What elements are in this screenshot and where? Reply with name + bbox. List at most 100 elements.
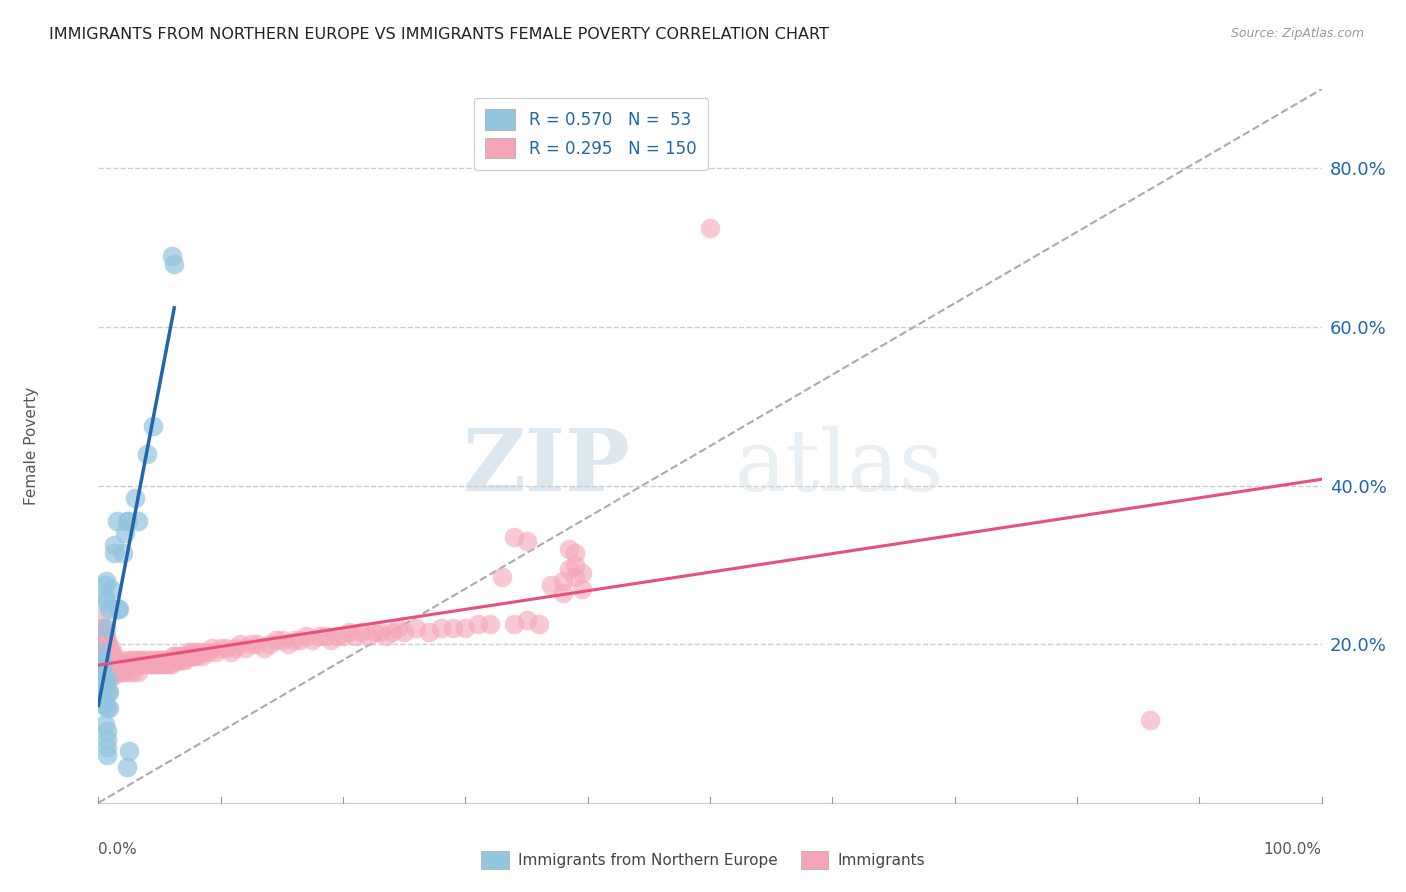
- Legend: Immigrants from Northern Europe, Immigrants: Immigrants from Northern Europe, Immigra…: [475, 845, 931, 875]
- Point: [184, 645, 207, 659]
- Point: [326, 629, 349, 643]
- Point: [96, 732, 118, 747]
- Point: [295, 629, 318, 643]
- Point: [93, 665, 115, 679]
- Point: [111, 657, 134, 671]
- Point: [197, 645, 219, 659]
- Point: [103, 546, 125, 560]
- Point: [301, 633, 323, 648]
- Point: [101, 669, 124, 683]
- Point: [209, 641, 232, 656]
- Point: [91, 641, 114, 656]
- Point: [142, 419, 165, 434]
- Point: [252, 641, 274, 656]
- Point: [172, 653, 194, 667]
- Point: [159, 653, 181, 667]
- Point: [515, 534, 537, 549]
- Point: [381, 625, 404, 640]
- Point: [314, 629, 336, 643]
- Point: [101, 657, 124, 671]
- Legend: R = 0.570   N =  53, R = 0.295   N = 150: R = 0.570 N = 53, R = 0.295 N = 150: [474, 97, 709, 169]
- Point: [160, 249, 183, 263]
- Point: [96, 669, 118, 683]
- Point: [91, 692, 114, 706]
- Point: [166, 653, 188, 667]
- Point: [96, 700, 118, 714]
- Point: [90, 689, 112, 703]
- Point: [100, 641, 122, 656]
- Text: IMMIGRANTS FROM NORTHERN EUROPE VS IMMIGRANTS FEMALE POVERTY CORRELATION CHART: IMMIGRANTS FROM NORTHERN EUROPE VS IMMIG…: [49, 27, 830, 42]
- Text: 0.0%: 0.0%: [98, 842, 138, 857]
- Point: [120, 653, 142, 667]
- Point: [149, 653, 172, 667]
- Point: [135, 657, 157, 671]
- Point: [259, 637, 281, 651]
- Point: [108, 657, 131, 671]
- Point: [233, 641, 256, 656]
- Point: [98, 700, 121, 714]
- Point: [89, 657, 111, 671]
- Point: [90, 645, 112, 659]
- Point: [564, 546, 586, 560]
- Point: [97, 685, 120, 699]
- Point: [120, 657, 142, 671]
- Point: [94, 665, 117, 679]
- Point: [122, 657, 145, 671]
- Point: [167, 653, 190, 667]
- Point: [155, 653, 177, 667]
- Point: [91, 669, 114, 683]
- Point: [91, 657, 114, 671]
- Point: [571, 566, 593, 580]
- Point: [157, 653, 180, 667]
- Point: [205, 645, 228, 659]
- Point: [283, 633, 305, 648]
- Point: [91, 673, 114, 687]
- Point: [1139, 713, 1161, 727]
- Point: [264, 633, 287, 648]
- Point: [98, 685, 121, 699]
- Point: [98, 641, 121, 656]
- Point: [121, 665, 143, 679]
- Point: [90, 609, 112, 624]
- Point: [117, 653, 139, 667]
- Point: [162, 649, 184, 664]
- Point: [127, 653, 149, 667]
- Point: [105, 657, 128, 671]
- Point: [165, 649, 187, 664]
- Point: [125, 657, 148, 671]
- Point: [136, 657, 159, 671]
- Point: [374, 629, 396, 643]
- Point: [157, 657, 180, 671]
- Point: [98, 661, 121, 675]
- Point: [558, 562, 581, 576]
- Point: [186, 649, 208, 664]
- Point: [169, 649, 191, 664]
- Point: [112, 657, 135, 671]
- Point: [98, 601, 121, 615]
- Point: [129, 657, 152, 671]
- Point: [180, 645, 202, 659]
- Text: Source: ZipAtlas.com: Source: ZipAtlas.com: [1230, 27, 1364, 40]
- Point: [156, 657, 179, 671]
- Point: [91, 661, 114, 675]
- Point: [114, 665, 136, 679]
- Point: [163, 653, 186, 667]
- Point: [96, 748, 118, 763]
- Point: [97, 649, 120, 664]
- Point: [93, 590, 115, 604]
- Point: [91, 633, 114, 648]
- Point: [308, 629, 330, 643]
- Point: [94, 649, 117, 664]
- Point: [91, 645, 114, 659]
- Point: [134, 653, 156, 667]
- Point: [277, 637, 299, 651]
- Point: [344, 629, 367, 643]
- Point: [540, 578, 562, 592]
- Point: [553, 585, 575, 599]
- Point: [96, 724, 118, 739]
- Point: [108, 601, 131, 615]
- Point: [91, 697, 114, 711]
- Point: [148, 657, 170, 671]
- Point: [111, 665, 134, 679]
- Point: [201, 641, 224, 656]
